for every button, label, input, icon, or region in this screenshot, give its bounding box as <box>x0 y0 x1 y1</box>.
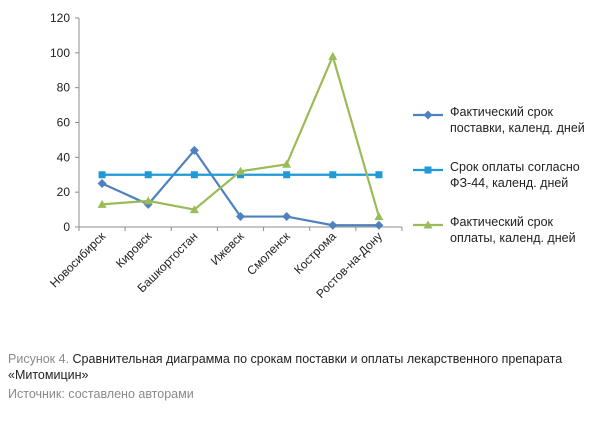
data-point <box>328 51 338 60</box>
data-point <box>374 220 384 230</box>
y-tick-label: 60 <box>57 116 71 130</box>
y-tick-label: 100 <box>50 46 70 60</box>
data-point <box>236 166 245 175</box>
figure-title: Сравнительная диаграмма по срокам постав… <box>8 352 563 382</box>
data-point <box>374 212 384 221</box>
legend-label: Фактический срок поставки, календ. дней <box>450 105 585 135</box>
data-point <box>375 171 383 179</box>
data-point <box>189 205 199 214</box>
legend-item: Срок оплаты согласно ФЗ-44, календ. дней <box>413 159 598 207</box>
y-tick-label: 20 <box>57 185 71 199</box>
data-point <box>282 159 292 168</box>
y-tick-label: 120 <box>50 11 70 25</box>
legend-label: Фактический срок оплаты, календ. дней <box>450 215 576 245</box>
figure-caption: Рисунок 4. Сравнительная диаграмма по ср… <box>8 351 588 383</box>
legend-label: Срок оплаты согласно ФЗ-44, календ. дней <box>450 160 580 190</box>
legend-item: Фактический срок оплаты, календ. дней <box>413 214 598 262</box>
data-point <box>282 212 292 222</box>
data-point <box>143 196 153 205</box>
legend-swatch <box>413 220 443 229</box>
y-tick-label: 80 <box>57 81 71 95</box>
data-point <box>98 171 106 179</box>
legend-marker <box>423 110 433 120</box>
data-point <box>328 220 338 230</box>
legend-swatch <box>413 110 443 120</box>
data-point <box>236 212 245 222</box>
data-point <box>97 199 107 208</box>
x-tick-label: Смоленск <box>244 229 293 278</box>
legend-swatch <box>413 166 443 174</box>
chart: 0 20 40 60 80 100 120 Новосибирск Кировск Башкорт… <box>47 11 598 301</box>
figure-label: Рисунок 4. <box>8 352 70 366</box>
x-tick-label: Кировск <box>113 229 155 271</box>
data-point <box>189 145 199 155</box>
x-tick-label: Кострома <box>291 229 339 277</box>
data-point <box>190 171 198 179</box>
y-tick-label: 40 <box>57 150 71 164</box>
x-tick-label: Новосибирск <box>47 229 109 291</box>
data-point <box>144 171 152 179</box>
data-point <box>283 171 291 179</box>
legend-marker <box>423 220 433 229</box>
legend: Фактический срок поставки, календ. дней С… <box>413 104 598 269</box>
legend-marker <box>424 166 432 174</box>
series-line <box>101 53 380 217</box>
figure-source: Источник: составлено авторами <box>8 387 194 401</box>
data-point <box>329 171 337 179</box>
y-tick-label: 0 <box>63 220 70 234</box>
data-point <box>97 178 107 188</box>
legend-item: Фактический срок поставки, календ. дней <box>413 104 598 152</box>
x-tick-label: Ижевск <box>208 229 247 268</box>
